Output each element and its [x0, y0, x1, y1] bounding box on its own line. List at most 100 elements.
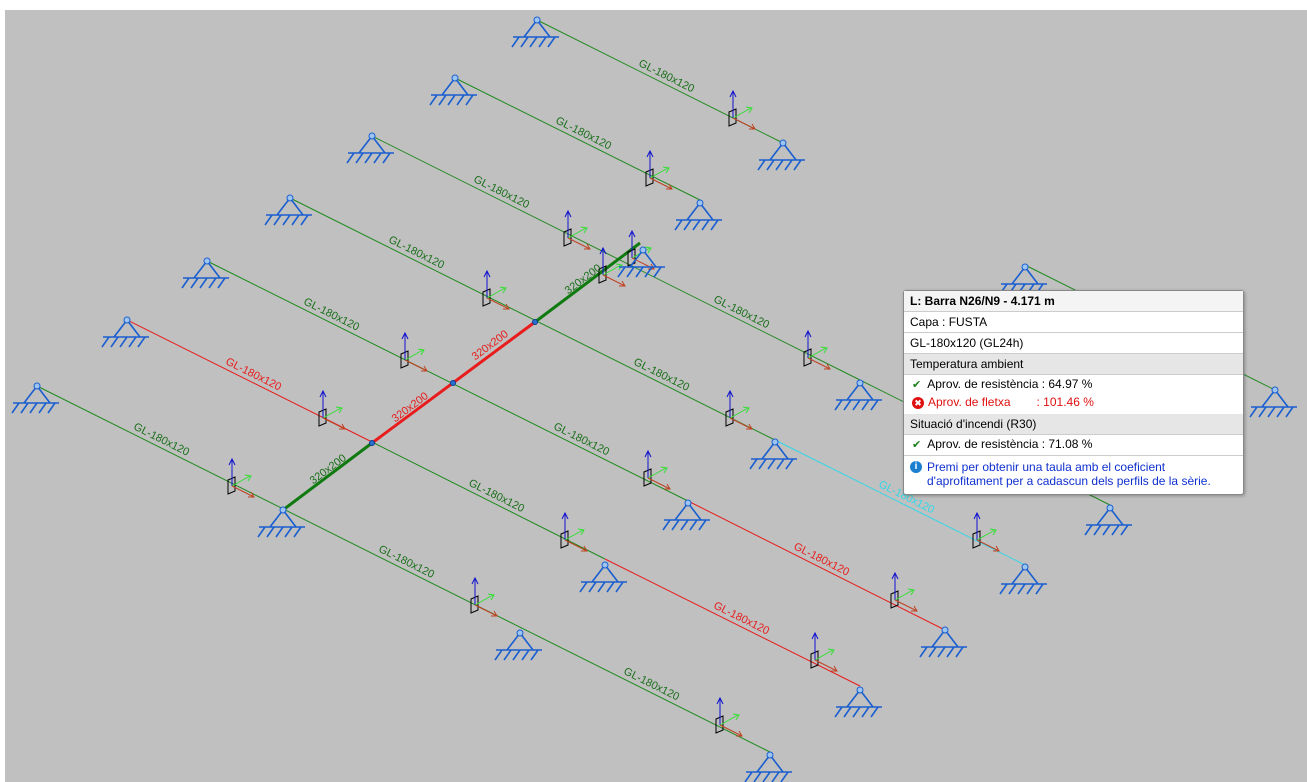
support: [834, 688, 882, 718]
section-glyph: [560, 530, 569, 549]
support: [617, 248, 665, 278]
axis-z: [228, 457, 236, 486]
axis-z: [729, 89, 737, 118]
main-beam: [534, 241, 641, 324]
section-glyph: [563, 228, 572, 247]
check-fail: Aprov. de fletxa : 101.46 %: [904, 393, 1243, 411]
tooltip-heading: Situació d'incendi (R30): [904, 414, 1243, 435]
support: [749, 440, 797, 470]
info-icon: i: [910, 461, 922, 473]
axis-y: [894, 588, 915, 601]
section-glyph: [470, 595, 479, 614]
support-node: [516, 629, 524, 637]
section-glyph: [400, 350, 409, 369]
support: [674, 201, 722, 231]
axis-y: [649, 166, 670, 179]
axis-y: [564, 528, 585, 541]
section-glyph: [643, 468, 652, 487]
axis-x: [404, 359, 428, 372]
section-glyph: [972, 530, 981, 549]
support-node: [856, 379, 864, 387]
support: [579, 563, 627, 593]
support: [429, 76, 477, 106]
axis-x: [814, 659, 838, 672]
axis-x: [894, 599, 918, 612]
axis-z: [716, 696, 724, 725]
axis-y: [732, 106, 753, 119]
support-node: [286, 194, 294, 202]
axis-x: [486, 297, 510, 310]
support: [257, 508, 305, 538]
support: [11, 384, 59, 414]
info-text: Premi per obtenir una taula amb el coefi…: [927, 460, 1211, 488]
check-value: : 101.46 %: [1036, 395, 1094, 409]
axis-y: [567, 226, 588, 239]
support: [1249, 388, 1297, 418]
axis-z: [401, 331, 409, 360]
support-node: [368, 132, 376, 140]
axis-x: [649, 177, 673, 190]
support-node: [771, 438, 779, 446]
support-node: [1106, 504, 1114, 512]
member: [454, 77, 701, 201]
support-node: [696, 199, 704, 207]
axis-z: [471, 576, 479, 605]
support-node: [1021, 263, 1029, 271]
tooltip-heading: Temperatura ambient: [904, 354, 1243, 375]
section-glyph: [645, 168, 654, 187]
member: [206, 260, 689, 502]
check-text: Aprov. de fletxa: [928, 395, 1011, 409]
section-glyph: [715, 715, 724, 734]
axis-z: [644, 449, 652, 478]
support: [101, 318, 149, 348]
axis-y: [729, 406, 750, 419]
section-glyph: [318, 408, 327, 427]
support: [999, 565, 1047, 595]
support: [999, 265, 1047, 295]
axis-x: [322, 417, 346, 430]
axis-x: [719, 724, 743, 737]
support-node: [1021, 563, 1029, 571]
support: [744, 753, 792, 782]
axis-x: [647, 477, 671, 490]
axis-y: [231, 474, 252, 487]
axis-x: [732, 117, 756, 130]
tooltip-section: GL-180x120 (GL24h): [904, 333, 1243, 354]
member: [36, 385, 771, 753]
support-node: [856, 686, 864, 694]
support: [511, 18, 559, 48]
axis-z: [599, 246, 607, 275]
support-node: [941, 626, 949, 634]
axis-y: [814, 648, 835, 661]
axis-y: [474, 593, 495, 606]
axis-z: [726, 389, 734, 418]
axis-x: [807, 357, 831, 370]
axis-y: [602, 263, 623, 276]
section-glyph: [810, 650, 819, 669]
support-node: [451, 74, 459, 82]
main-beam: [282, 441, 373, 512]
support: [1084, 506, 1132, 536]
axis-z: [973, 511, 981, 540]
node: [532, 319, 538, 325]
tooltip-info[interactable]: i Premi per obtenir una taula amb el coef…: [904, 456, 1243, 494]
support-node: [203, 257, 211, 265]
support-node: [779, 139, 787, 147]
check-text: Aprov. de resistència : 71.08 %: [927, 437, 1093, 451]
section-glyph: [227, 476, 236, 495]
tooltip[interactable]: L: Barra N26/N9 - 4.171 m Capa : FUSTA G…: [903, 290, 1244, 495]
axis-z: [891, 571, 899, 600]
support-node: [601, 561, 609, 569]
section-glyph: [725, 408, 734, 427]
support-node: [766, 751, 774, 759]
member: [774, 439, 1026, 566]
support-node: [639, 246, 647, 254]
axis-y: [404, 348, 425, 361]
axis-x: [729, 417, 753, 430]
axis-x: [231, 485, 255, 498]
axis-y: [486, 286, 507, 299]
axis-y: [647, 466, 668, 479]
axis-x: [474, 604, 498, 617]
support: [181, 259, 229, 289]
